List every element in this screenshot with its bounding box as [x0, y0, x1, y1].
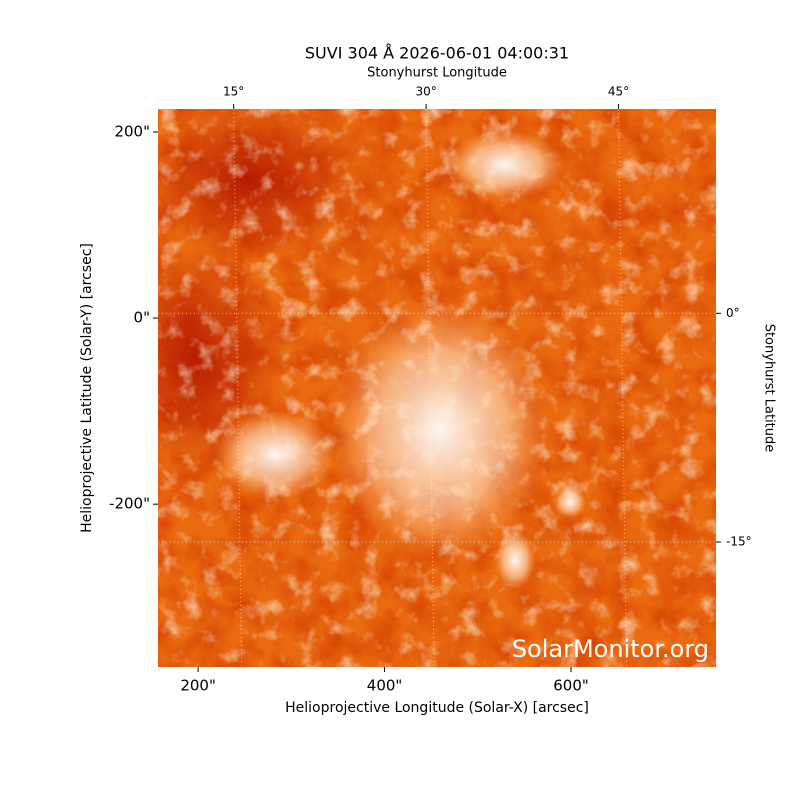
solar-image — [158, 109, 716, 667]
y2-axis-label: Stonyhurst Latitude — [762, 324, 777, 453]
x2-axis-label: Stonyhurst Longitude — [367, 66, 507, 81]
x2-tick-label: 45° — [608, 85, 629, 99]
x2-tick-label: 30° — [415, 85, 436, 99]
y-tick-label: 200" — [114, 122, 150, 140]
y-tick-label: -200" — [109, 495, 150, 513]
x2-tick-label: 15° — [223, 85, 244, 99]
x-tick-label: 400" — [367, 677, 403, 695]
chart-title: SUVI 304 Å 2026-06-01 04:00:31 — [305, 44, 569, 63]
x-tick-label: 200" — [180, 677, 216, 695]
x-axis-label: Helioprojective Longitude (Solar-X) [arc… — [285, 700, 589, 716]
y2-tick-label: -15° — [726, 534, 752, 548]
watermark: SolarMonitor.org — [512, 635, 709, 663]
y-axis-label: Helioprojective Latitude (Solar-Y) [arcs… — [79, 243, 95, 533]
x-tick-label: 600" — [553, 677, 589, 695]
y-tick-label: 0" — [134, 309, 150, 327]
y2-tick-label: 0° — [726, 306, 740, 320]
